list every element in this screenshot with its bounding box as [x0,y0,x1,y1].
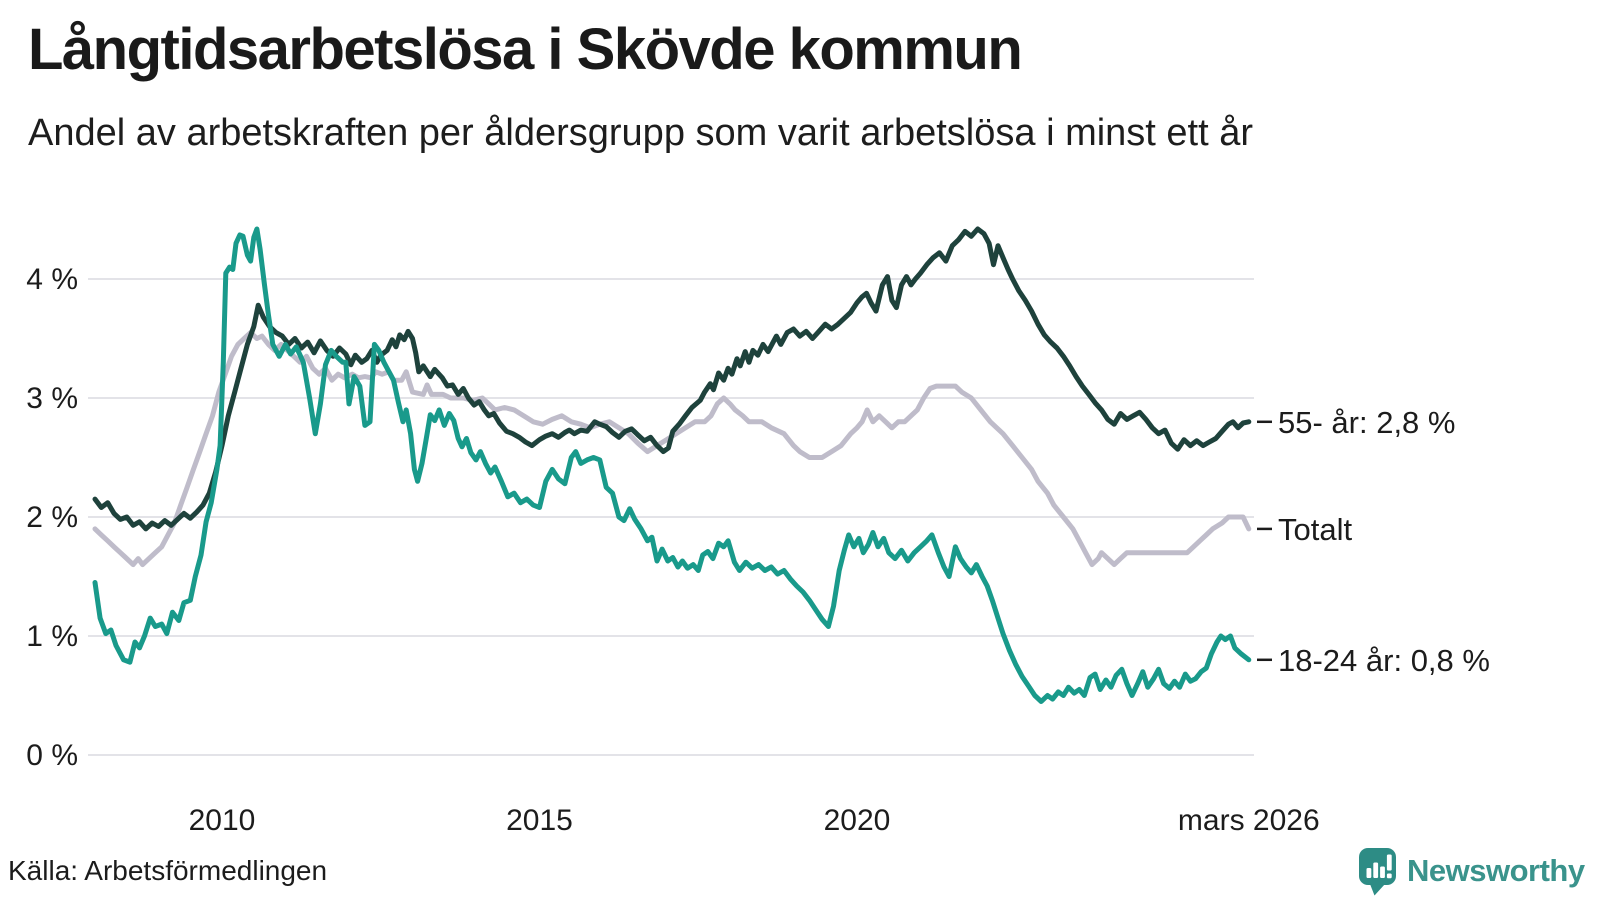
series-end-label: Totalt [1278,512,1352,547]
source-note: Källa: Arbetsförmedlingen [8,855,328,886]
newsworthy-bubble-chart-icon [1358,846,1398,896]
y-tick-label: 0 % [26,739,78,772]
x-axis-labels: 2010 2015 2020 mars 2026 [189,804,1320,837]
y-axis-labels: 0 % 1 % 2 % 3 % 4 % [26,263,78,772]
gridlines [88,278,1254,756]
page-title: Långtidsarbetslösa i Skövde kommun [28,17,1023,82]
page-subtitle: Andel av arbetskraften per åldersgrupp s… [28,112,1254,154]
x-tick-label: mars 2026 [1178,804,1320,837]
y-tick-label: 1 % [26,620,78,653]
series-lines [92,226,1252,704]
x-tick-label: 2010 [189,804,256,837]
y-tick-label: 2 % [26,501,78,534]
series-end-labels: 55- år: 2,8 % Totalt 18-24 år: 0,8 % [1257,405,1490,678]
y-tick-label: 4 % [26,263,78,296]
series-end-label: 18-24 år: 0,8 % [1278,643,1490,678]
series-line-55-r [92,226,1252,532]
y-tick-label: 3 % [26,382,78,415]
newsworthy-logo[interactable]: Newsworthy [1358,846,1585,896]
newsworthy-wordmark: Newsworthy [1407,853,1585,888]
series-line-18-24-r [92,226,1252,704]
x-tick-label: 2020 [824,804,891,837]
series-end-label: 55- år: 2,8 % [1278,405,1455,440]
series-line-totalt [92,330,1252,568]
x-tick-label: 2015 [506,804,573,837]
